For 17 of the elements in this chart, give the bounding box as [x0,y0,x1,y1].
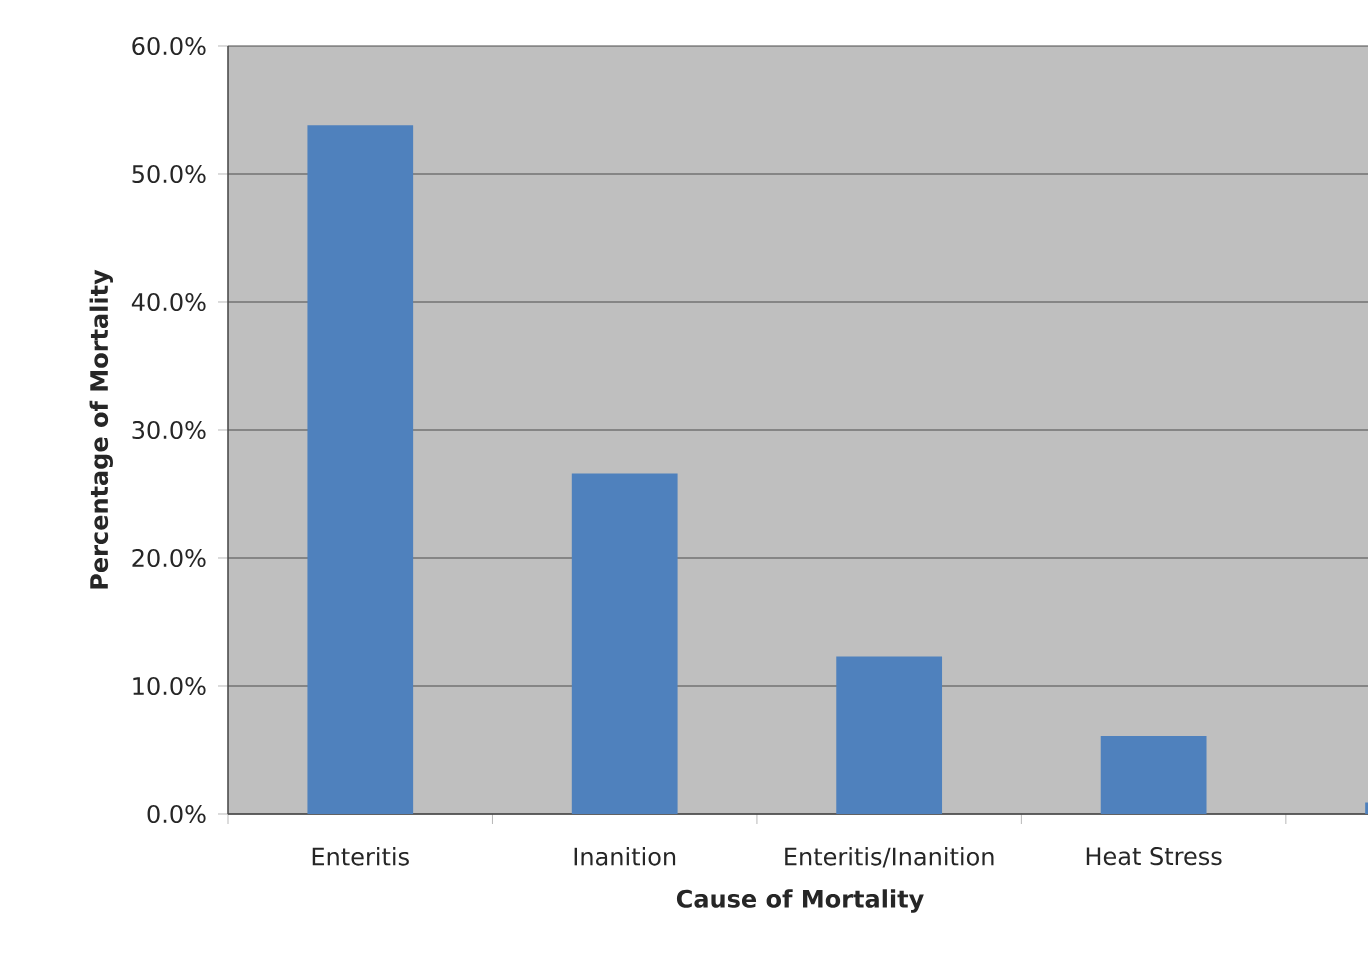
x-tick-label: Heat Stress [1086,847,1222,866]
y-tick-label: 40.0% [131,292,206,312]
y-tick-label: 0.0% [147,804,206,824]
bar [571,473,678,814]
y-tick-label: 50.0% [132,164,206,184]
x-axis-title: Cause of Mortality [676,889,924,913]
y-tick-label: 30.0% [132,420,206,440]
bar [307,125,414,814]
y-tick-label: 20.0% [132,548,206,568]
y-tick-label: 60.0% [132,36,206,56]
y-tick-label: 10.0% [133,676,206,696]
x-tick-label: Inanition [574,847,676,866]
bar [1100,735,1207,814]
y-axis-title: Percentage of Mortality [89,269,113,589]
x-tick-label: Enteritis/Inanition [785,847,994,868]
bar [836,656,943,814]
x-tick-label: Enteritis [312,847,409,866]
